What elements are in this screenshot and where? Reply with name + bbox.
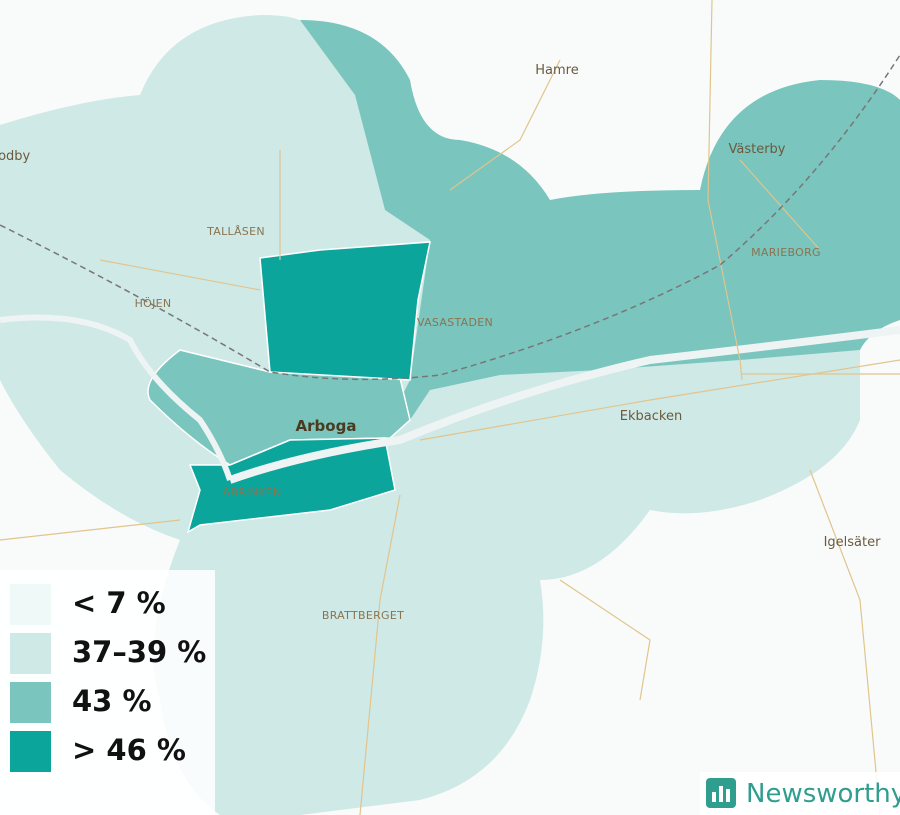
legend-label: 43 % <box>72 684 152 718</box>
brand-name: Newsworthy <box>746 779 900 809</box>
railway <box>0 54 900 381</box>
region-medium <box>300 20 900 420</box>
place-label: Ekbacken <box>620 409 682 424</box>
legend-swatch <box>10 731 51 772</box>
legend-label: 37–39 % <box>72 635 206 669</box>
place-label: VASASTADEN <box>417 316 493 329</box>
place-label: HÖJEN <box>135 297 172 310</box>
place-label: Västerby <box>728 142 785 157</box>
legend-swatch <box>10 584 51 625</box>
river <box>228 326 900 484</box>
place-labels: Hamre Godby Västerby MARIEBORG TALLÅSEN … <box>0 63 881 622</box>
place-label: BRATTBERGET <box>322 609 404 622</box>
place-label: MARIEBORG <box>751 246 821 259</box>
region-dark <box>186 437 396 534</box>
legend-swatch <box>10 682 51 723</box>
region-dark <box>259 241 431 381</box>
place-label: ÄBRINKEN <box>223 486 282 499</box>
brand-logo <box>706 778 736 808</box>
place-label: Igelsäter <box>824 535 882 550</box>
place-label: Arboga <box>296 417 357 435</box>
river <box>0 314 233 481</box>
legend: < 7 % 37–39 % 43 % > 46 % <box>10 584 206 772</box>
legend-label: > 46 % <box>72 733 186 767</box>
place-label: Hamre <box>535 63 578 78</box>
place-label: TALLÅSEN <box>206 225 265 238</box>
place-label: Godby <box>0 149 31 164</box>
legend-swatch <box>10 633 51 674</box>
legend-label: < 7 % <box>72 586 166 620</box>
